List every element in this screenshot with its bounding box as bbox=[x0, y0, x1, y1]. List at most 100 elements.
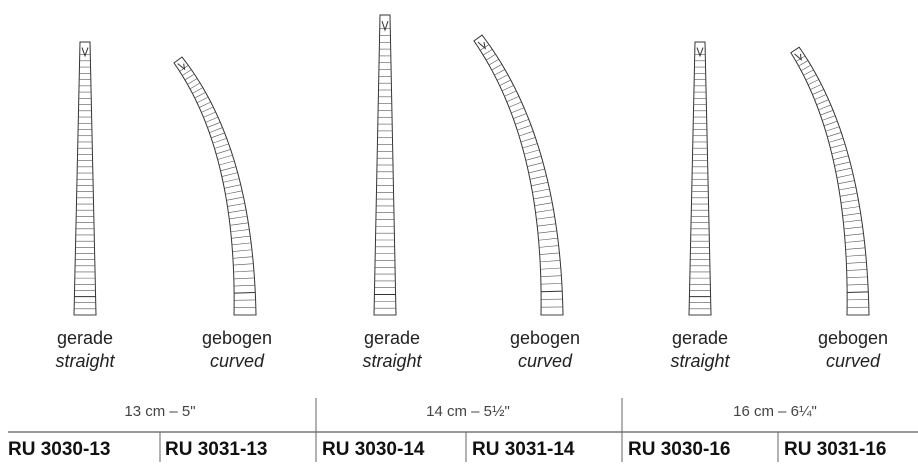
instrument-rib bbox=[799, 61, 808, 66]
instrument-rib bbox=[536, 217, 554, 220]
label-english: curved bbox=[518, 351, 573, 371]
label-german: gebogen bbox=[202, 328, 272, 348]
instrument-rib bbox=[483, 49, 492, 55]
instrument-rib bbox=[232, 243, 251, 245]
instrument-rib bbox=[228, 210, 246, 213]
instrument-rib bbox=[222, 173, 238, 177]
instrument-rib bbox=[231, 229, 250, 231]
article-number: RU 3030-16 bbox=[628, 439, 730, 460]
instrument-rib bbox=[846, 255, 866, 256]
instrument-rib bbox=[836, 168, 852, 172]
instrument-rib bbox=[199, 102, 210, 108]
instrument-rib bbox=[541, 283, 562, 284]
instrument-rib bbox=[832, 150, 847, 154]
instrument-rib bbox=[834, 162, 850, 166]
instrument-rib bbox=[844, 227, 863, 229]
instrument-rib bbox=[211, 133, 224, 138]
instrument-rib bbox=[234, 285, 255, 286]
instrument-rib bbox=[837, 174, 853, 177]
instrument-rib bbox=[225, 191, 242, 194]
instrument-rib bbox=[539, 246, 558, 248]
article-number: RU 3031-16 bbox=[784, 439, 886, 460]
instrument-rib bbox=[812, 89, 823, 94]
instrument-outline bbox=[474, 35, 563, 315]
instrument-rib bbox=[509, 102, 521, 107]
label-german: gebogen bbox=[818, 328, 888, 348]
label-german: gebogen bbox=[510, 328, 580, 348]
instrument-rib bbox=[845, 241, 864, 243]
article-number: RU 3030-13 bbox=[8, 439, 110, 460]
instrument-rib bbox=[205, 117, 217, 122]
instrument-rib bbox=[846, 248, 865, 250]
instrument-rib bbox=[537, 224, 556, 226]
instrument-rib bbox=[810, 84, 821, 89]
instrument-rib bbox=[847, 284, 868, 285]
instrument-rib bbox=[801, 65, 811, 70]
label-english: curved bbox=[826, 351, 881, 371]
instrument-rib bbox=[521, 137, 535, 142]
instrument-rib bbox=[843, 220, 861, 222]
instrument-rib bbox=[826, 127, 840, 131]
instrument-rib bbox=[527, 163, 543, 167]
size-label: 16 cm – 6¼" bbox=[733, 403, 817, 420]
instrument-rib bbox=[840, 193, 857, 196]
instrument-rib bbox=[517, 125, 531, 130]
instrument-rib bbox=[233, 257, 253, 259]
instrument-rib bbox=[182, 70, 191, 76]
instrument-rib bbox=[209, 128, 222, 133]
article-number: RU 3031-14 bbox=[472, 439, 575, 460]
instrument-rib bbox=[841, 200, 858, 203]
instrument-rib bbox=[234, 278, 255, 279]
size-label: 14 cm – 5½" bbox=[426, 403, 510, 420]
instrument-rib bbox=[824, 121, 837, 126]
instrument-rib bbox=[218, 155, 233, 159]
instrument-rib bbox=[230, 223, 248, 226]
instrument-rib bbox=[507, 96, 519, 101]
instrument-rib bbox=[833, 156, 848, 160]
instrument-rib bbox=[221, 167, 236, 171]
instrument-tip bbox=[794, 54, 801, 60]
instrument-rib bbox=[215, 144, 229, 149]
instrument-tip bbox=[478, 42, 485, 48]
instrument-rib bbox=[815, 95, 827, 100]
article-number: RU 3030-14 bbox=[322, 439, 425, 460]
instrument-rib bbox=[226, 197, 243, 200]
instrument-rib bbox=[822, 116, 835, 121]
instrument-outline bbox=[791, 47, 869, 315]
instrument-rib bbox=[842, 206, 860, 209]
instrument-rib bbox=[843, 213, 861, 215]
instrument-rib bbox=[819, 105, 831, 110]
instrument-rib bbox=[530, 176, 546, 180]
instrument-rib bbox=[541, 291, 562, 292]
instrument-rib bbox=[806, 75, 816, 80]
instrument-rib bbox=[513, 114, 526, 119]
instrument-rib bbox=[820, 110, 833, 115]
instrument-rib bbox=[534, 196, 551, 199]
instrument-rib bbox=[808, 79, 819, 84]
instrument-rib bbox=[203, 112, 215, 117]
instrument-rib bbox=[234, 271, 254, 272]
instrument-rib bbox=[500, 80, 511, 86]
instrument-rib bbox=[233, 264, 253, 265]
instrument-rib bbox=[197, 97, 208, 103]
instrument-rib bbox=[817, 100, 829, 105]
instrument-rib bbox=[829, 138, 843, 142]
instrument-rib bbox=[504, 91, 516, 96]
instrument-rib bbox=[216, 149, 230, 154]
instrument-rib bbox=[845, 234, 864, 236]
instrument-rib bbox=[531, 182, 548, 185]
instrument-rib bbox=[232, 250, 251, 252]
label-english: curved bbox=[210, 351, 265, 371]
instrument-rib bbox=[492, 64, 502, 70]
label-german: gerade bbox=[364, 328, 420, 348]
label-german: gerade bbox=[672, 328, 728, 348]
instrument-rib bbox=[515, 119, 528, 124]
instrument-rib bbox=[827, 132, 841, 136]
instrument-rib bbox=[847, 292, 868, 293]
instrument-rib bbox=[511, 108, 524, 113]
instrument-outline bbox=[689, 42, 711, 315]
instrument-rib bbox=[539, 238, 558, 240]
instrument-rib bbox=[502, 85, 513, 91]
instrument-rib bbox=[489, 59, 499, 65]
